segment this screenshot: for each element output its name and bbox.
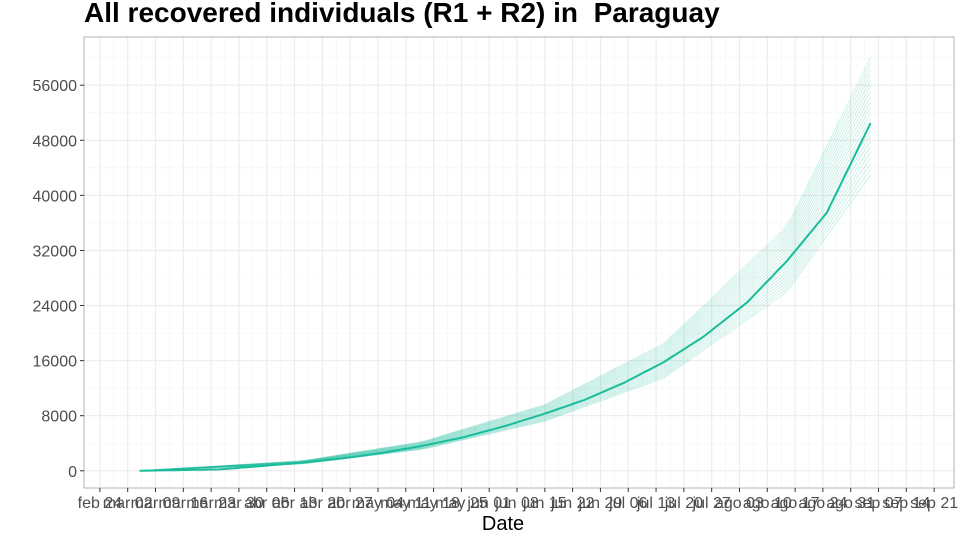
y-tick-label: 48000 — [33, 133, 78, 150]
x-tick-label: sep 07 — [854, 495, 902, 512]
x-tick-label: sep 14 — [882, 495, 930, 512]
x-tick-label: ago 03 — [715, 495, 764, 512]
y-tick-label: 32000 — [33, 243, 78, 260]
x-tick-label: may 11 — [380, 495, 431, 512]
y-tick-label: 8000 — [41, 409, 77, 426]
x-tick-label: may 18 — [407, 495, 460, 512]
x-tick-label: ago 10 — [743, 495, 792, 512]
x-tick-label: jul 20 — [664, 495, 703, 512]
x-tick-label: abr 20 — [300, 495, 345, 512]
x-tick-label: abr 27 — [327, 495, 372, 512]
x-tick-label: jul 13 — [636, 495, 675, 512]
x-tick-label: sep 21 — [910, 495, 958, 512]
x-tick-label: abr 06 — [244, 495, 289, 512]
y-tick-label: 40000 — [33, 188, 78, 205]
x-tick-label: mar 23 — [186, 495, 236, 512]
x-tick-label: jun 29 — [578, 495, 623, 512]
ensemble-band-layer — [139, 57, 872, 472]
y-tick-label: 24000 — [33, 299, 78, 316]
y-axis: 0 8000 16000 24000 32000 40000 48000 56000 — [33, 78, 84, 481]
ensemble-line — [139, 90, 872, 472]
x-tick-label: mar 02 — [103, 495, 153, 512]
ensemble-line — [139, 96, 872, 472]
x-tick-label: jul 27 — [692, 495, 731, 512]
x-tick-label: mar 09 — [131, 495, 181, 512]
x-tick-label: abr 13 — [272, 495, 317, 512]
x-tick-label: may 25 — [435, 495, 488, 512]
ensemble-line — [139, 101, 872, 472]
x-tick-label: jun 08 — [494, 495, 539, 512]
series-line — [139, 122, 872, 472]
plot-frame — [83, 36, 955, 489]
ensemble-line — [139, 85, 872, 472]
ensemble-line — [139, 124, 872, 472]
y-tick-label: 0 — [68, 464, 77, 481]
ensemble-line — [139, 79, 872, 472]
x-tick-label: ago 17 — [771, 495, 820, 512]
ensemble-line — [139, 57, 872, 472]
ensemble-line — [139, 107, 872, 472]
x-tick-label: mar 16 — [158, 495, 208, 512]
y-tick-label: 16000 — [33, 354, 78, 371]
x-tick-label: ago 24 — [798, 495, 847, 512]
chart-title: All recovered individuals (R1 + R2) in P… — [84, 0, 720, 28]
x-tick-label: jun 15 — [522, 495, 567, 512]
x-tick-label: feb 24 — [78, 495, 123, 512]
ensemble-line — [139, 118, 872, 472]
x-tick-label: may 04 — [352, 495, 405, 512]
ensemble-line — [139, 113, 872, 472]
x-tick-label: mar 30 — [214, 495, 264, 512]
x-tick-label: jun 01 — [466, 495, 511, 512]
ensemble-line — [139, 68, 872, 472]
x-tick-label: ago 31 — [826, 495, 875, 512]
x-axis-label: Date — [482, 513, 524, 535]
ensemble-line — [139, 62, 872, 472]
series-layer — [139, 122, 872, 472]
ensemble-line — [139, 74, 872, 472]
grid-layer — [84, 37, 954, 488]
x-tick-label: jul 06 — [608, 495, 647, 512]
ensemble-line — [139, 146, 872, 472]
y-tick-label: 56000 — [33, 78, 78, 95]
x-tick-label: jun 22 — [550, 495, 595, 512]
